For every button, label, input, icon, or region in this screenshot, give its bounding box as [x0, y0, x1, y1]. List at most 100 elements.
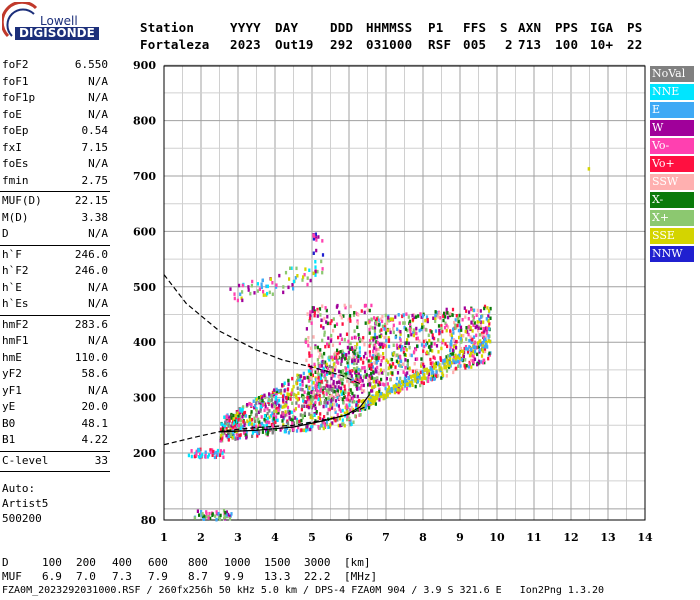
data-point — [464, 358, 467, 362]
data-point — [354, 414, 357, 418]
data-point — [432, 374, 435, 378]
data-point — [460, 334, 463, 338]
data-point — [403, 321, 406, 325]
distance-value: 600 — [148, 556, 168, 569]
data-point — [351, 391, 354, 396]
data-point — [268, 402, 271, 406]
data-point — [404, 374, 407, 378]
data-point — [243, 431, 246, 435]
data-point — [211, 453, 214, 457]
param-value: 20.0 — [81, 400, 109, 413]
data-point — [279, 404, 282, 409]
data-point — [338, 310, 341, 315]
data-point — [401, 362, 404, 366]
distance-value: 3000 — [304, 556, 331, 569]
data-point — [231, 435, 234, 440]
data-point — [228, 419, 231, 423]
data-point — [319, 313, 322, 317]
data-point — [317, 235, 320, 239]
data-point — [235, 432, 238, 436]
data-point — [242, 405, 245, 409]
data-point — [477, 341, 480, 345]
data-point — [286, 423, 290, 428]
param-label: foF1 — [2, 74, 29, 88]
data-point — [334, 365, 337, 369]
data-point — [330, 333, 333, 338]
param-label: h`F2 — [2, 264, 29, 277]
data-point — [294, 276, 297, 280]
data-point — [439, 316, 442, 320]
data-point — [373, 361, 376, 365]
data-point — [450, 333, 453, 337]
data-point — [378, 380, 381, 385]
data-point — [462, 354, 465, 359]
data-point — [388, 387, 391, 391]
data-point — [410, 332, 413, 337]
data-point — [308, 351, 311, 355]
data-point — [477, 326, 480, 330]
data-point — [371, 385, 374, 390]
data-point — [423, 364, 426, 369]
data-point — [294, 407, 297, 411]
data-point — [406, 366, 410, 370]
data-point — [196, 509, 199, 513]
data-point — [429, 348, 432, 352]
param-value: 22.15 — [74, 194, 108, 207]
data-point — [457, 319, 460, 324]
param-label: fxI — [2, 140, 22, 154]
data-point — [415, 331, 418, 336]
data-point — [373, 398, 376, 403]
data-point — [338, 396, 341, 401]
data-point — [228, 432, 231, 436]
data-point — [350, 379, 353, 384]
data-point — [266, 291, 269, 296]
data-point — [473, 308, 476, 313]
data-point — [358, 350, 361, 354]
data-point — [322, 420, 325, 425]
data-point — [333, 324, 336, 328]
x-tick-label: 6 — [345, 531, 353, 544]
data-point — [268, 426, 271, 430]
data-point — [446, 354, 450, 358]
data-point — [239, 423, 243, 427]
data-point — [387, 360, 390, 364]
data-point — [364, 375, 367, 379]
param-value: 246.0 — [74, 264, 108, 277]
data-point — [376, 376, 379, 380]
data-point — [316, 378, 319, 382]
data-point — [278, 403, 281, 408]
data-point — [482, 335, 485, 340]
data-point — [342, 314, 345, 318]
header-value-hhmmss: 031000 — [366, 37, 413, 52]
data-point — [261, 398, 264, 403]
y-tick-label: 200 — [133, 447, 156, 460]
data-point — [441, 340, 444, 345]
data-point — [482, 326, 485, 331]
data-point — [353, 311, 356, 315]
param-md: M(D) 3.38 — [2, 211, 108, 227]
data-point — [473, 321, 476, 325]
data-point — [322, 394, 325, 398]
data-point — [443, 325, 447, 330]
data-point — [332, 362, 335, 367]
data-point — [325, 372, 329, 376]
data-point — [264, 395, 267, 400]
data-point — [473, 357, 477, 361]
data-point — [482, 320, 485, 324]
data-point — [440, 326, 443, 331]
data-point — [332, 395, 335, 400]
data-point — [308, 412, 311, 416]
data-point — [481, 360, 484, 365]
data-point — [261, 430, 264, 434]
data-point — [440, 346, 443, 351]
data-point — [346, 414, 349, 419]
data-point — [320, 259, 323, 264]
data-point — [214, 514, 217, 518]
data-point — [335, 305, 338, 309]
data-point — [227, 512, 230, 517]
data-point — [372, 385, 375, 389]
data-point — [410, 353, 413, 358]
data-point — [302, 275, 305, 279]
data-point — [411, 369, 414, 374]
header-value-axn: 713 — [518, 37, 542, 52]
